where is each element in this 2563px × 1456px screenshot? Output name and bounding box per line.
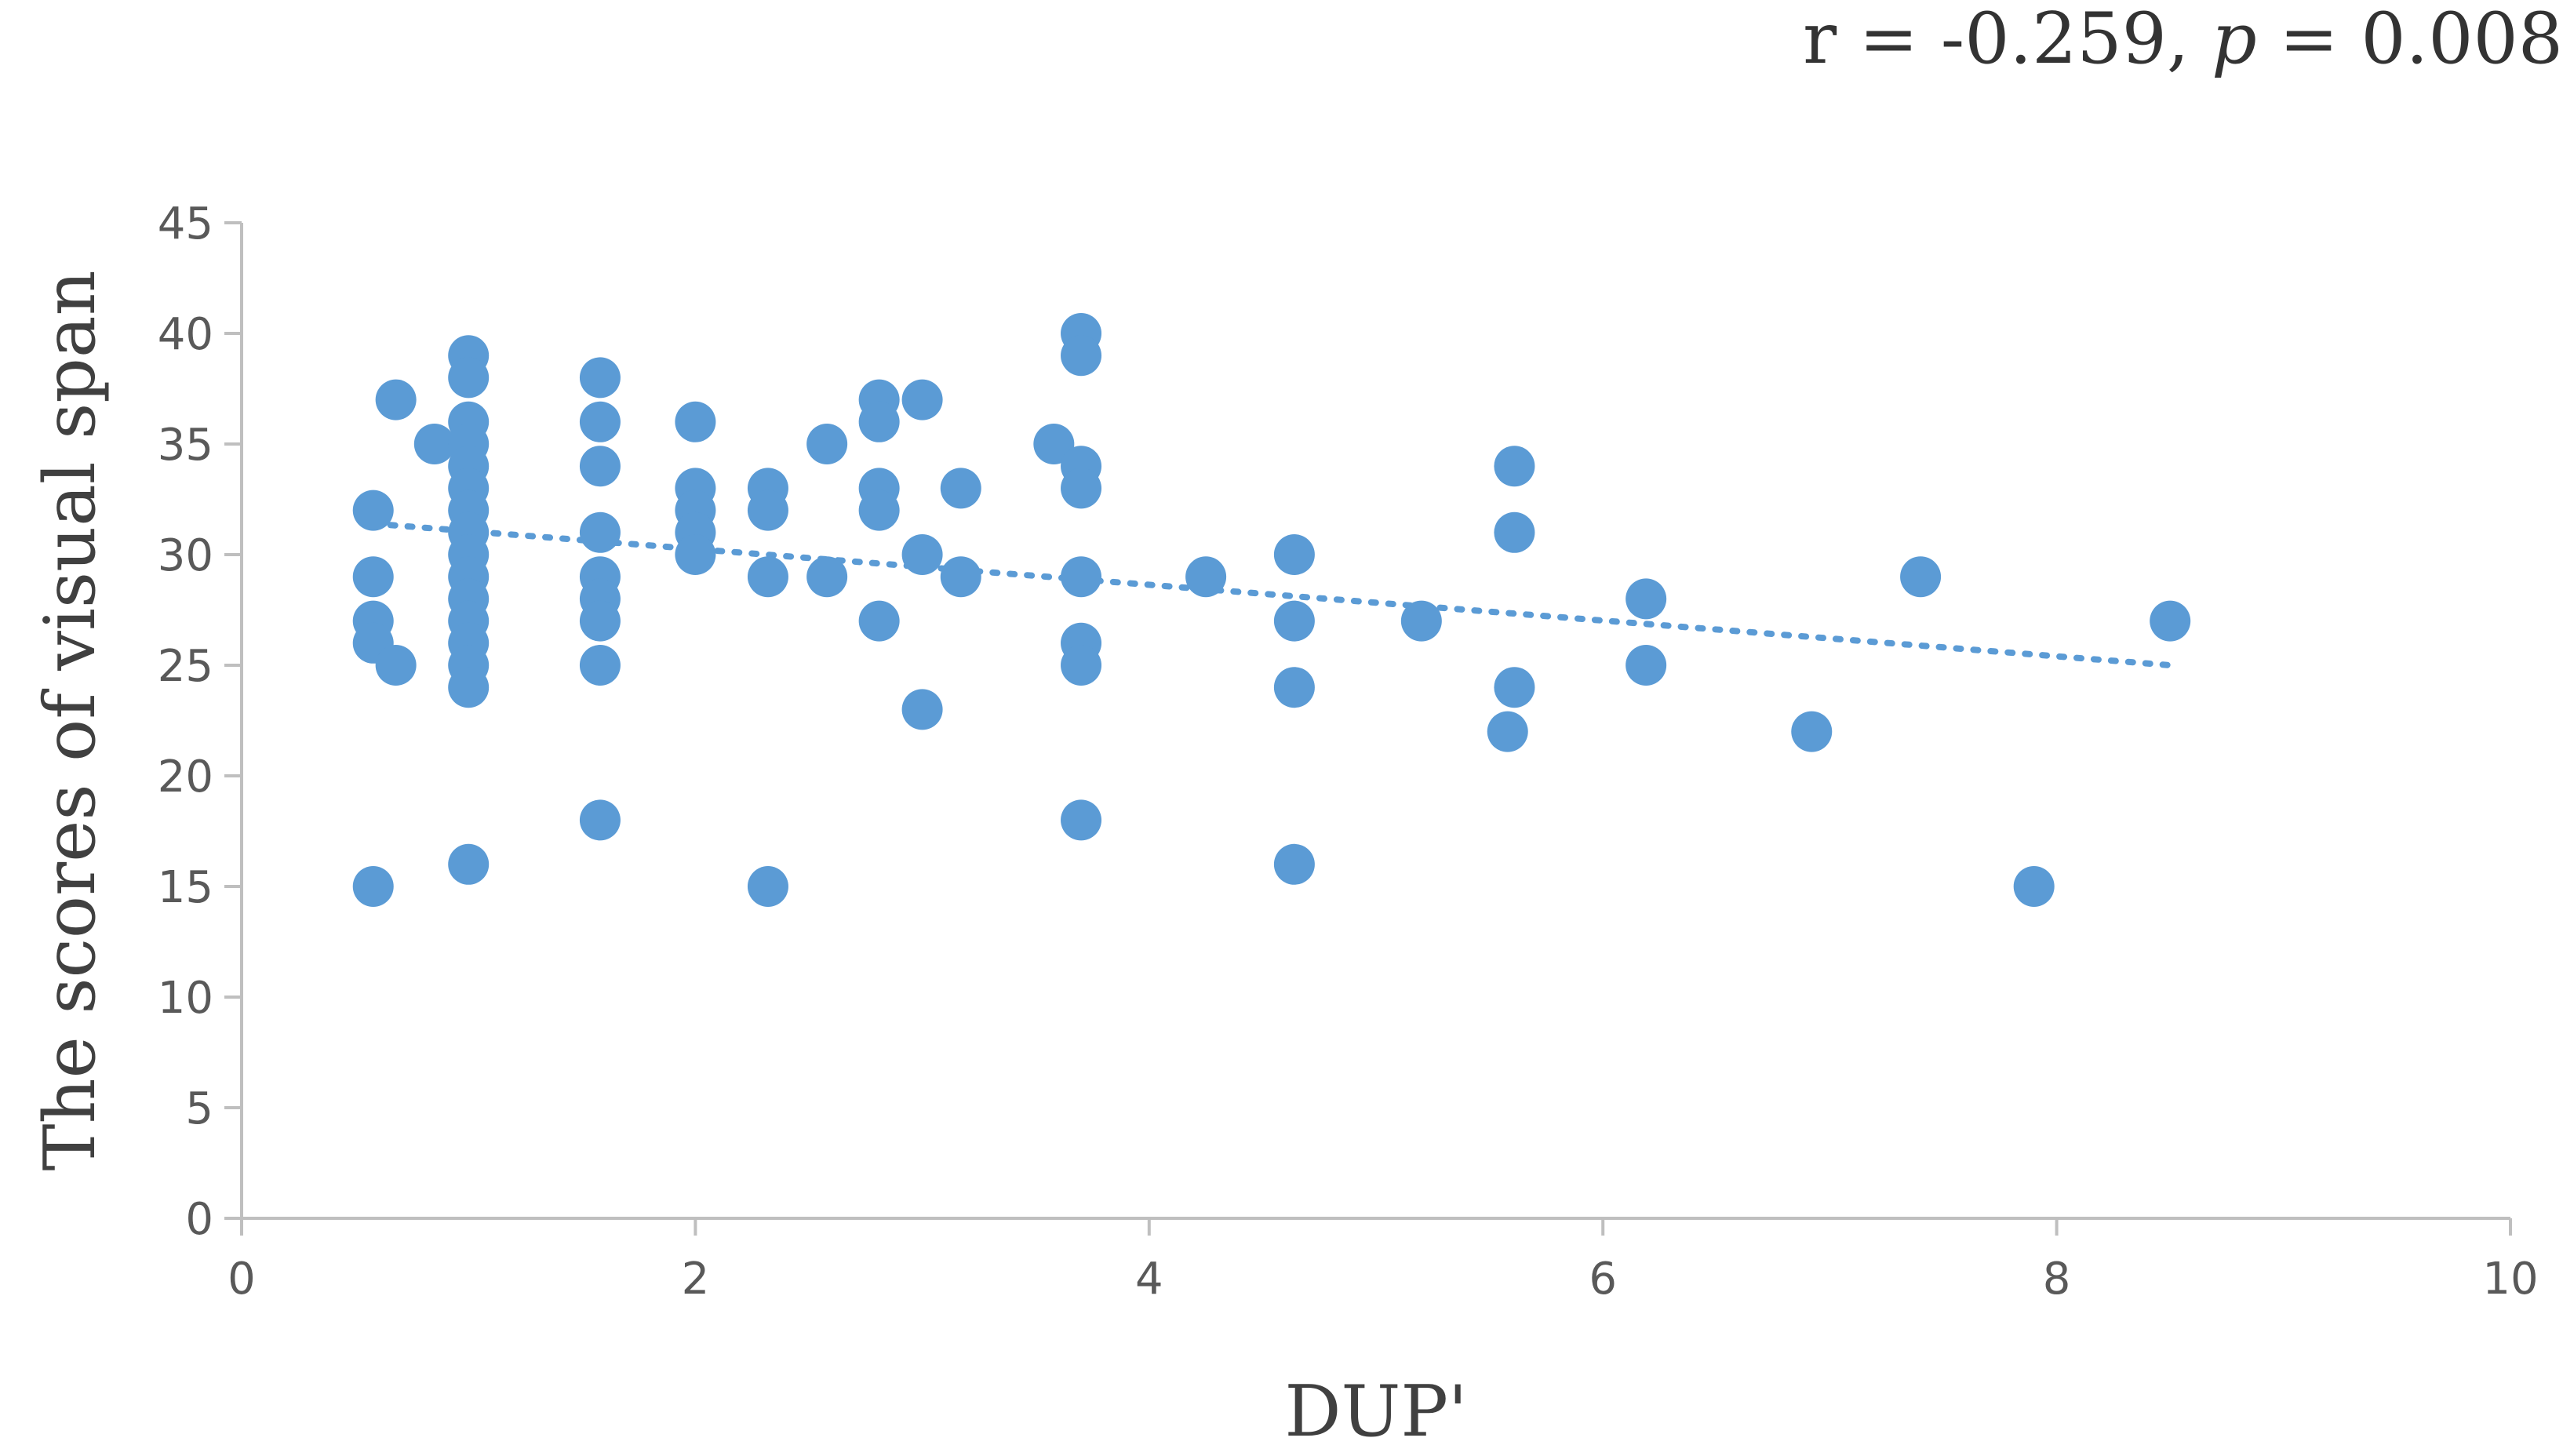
data-point [901, 534, 943, 575]
data-point [375, 645, 417, 686]
data-point [579, 357, 621, 399]
data-point [858, 401, 900, 442]
data-point [352, 556, 394, 598]
data-point [858, 600, 900, 642]
data-point [1626, 645, 1667, 686]
trendline [370, 520, 2174, 668]
data-point [1273, 600, 1315, 642]
data-point [2013, 866, 2055, 907]
data-point [1791, 711, 1833, 752]
axes [240, 223, 2510, 1220]
data-point [1061, 556, 1102, 598]
data-point [1033, 424, 1075, 464]
data-point [1273, 843, 1315, 885]
correlation-annotation: r = -0.259, p = 0.008 [1622, 0, 2563, 78]
data-point [1061, 468, 1102, 509]
x-tick-label: 0 [228, 1254, 256, 1305]
data-point [675, 534, 716, 575]
data-point [747, 866, 788, 907]
data-point [1061, 799, 1102, 841]
data-point [747, 490, 788, 531]
data-point [1273, 667, 1315, 708]
y-tick-label: 30 [158, 530, 213, 581]
data-point [806, 424, 848, 464]
data-point [1494, 511, 1535, 553]
y-tick-label: 40 [158, 309, 213, 360]
data-point [448, 843, 490, 885]
data-point [448, 357, 490, 399]
data-point [1900, 556, 1942, 598]
data-point [747, 556, 788, 598]
data-point [375, 379, 417, 420]
y-axis-title: The scores of visual span [29, 270, 111, 1170]
data-point [901, 379, 943, 420]
data-point [352, 866, 394, 907]
data-points [352, 313, 2191, 907]
y-axis-ticks: 0 5 10 15 20 25 30 35 40 45 [158, 198, 242, 1245]
data-point [413, 424, 455, 464]
data-point [1061, 645, 1102, 686]
data-point [940, 468, 981, 509]
p-symbol: p [2212, 0, 2257, 80]
data-point [1185, 556, 1227, 598]
x-axis-ticks: 0 2 4 6 8 10 [228, 1218, 2539, 1305]
data-point [579, 401, 621, 442]
r-statistic: r = -0.259, [1803, 0, 2212, 80]
data-point [1487, 711, 1528, 752]
y-tick-label: 0 [185, 1194, 213, 1245]
y-tick-label: 10 [158, 973, 213, 1024]
x-tick-label: 2 [682, 1254, 710, 1305]
y-tick-label: 45 [158, 198, 213, 249]
data-point [1494, 667, 1535, 708]
data-point [579, 799, 621, 841]
y-tick-label: 35 [158, 420, 213, 471]
data-point [1400, 600, 1442, 642]
data-point [579, 600, 621, 642]
x-tick-label: 4 [1135, 1254, 1163, 1305]
data-point [1494, 446, 1535, 487]
data-point [1626, 578, 1667, 620]
data-point [806, 556, 848, 598]
x-axis-title: DUP' [1284, 1370, 1467, 1453]
x-tick-label: 8 [2043, 1254, 2071, 1305]
data-point [1273, 534, 1315, 575]
data-point [579, 511, 621, 553]
data-point [901, 689, 943, 730]
y-tick-label: 5 [185, 1083, 213, 1134]
y-tick-label: 25 [158, 641, 213, 692]
data-point [2150, 600, 2191, 642]
data-point [352, 490, 394, 531]
data-point [940, 556, 981, 598]
y-tick-label: 20 [158, 752, 213, 803]
x-tick-label: 6 [1589, 1254, 1617, 1305]
y-tick-label: 15 [158, 862, 213, 913]
data-point [675, 401, 716, 442]
data-point [448, 667, 490, 708]
data-point [1061, 335, 1102, 377]
data-point [858, 490, 900, 531]
x-tick-label: 10 [2482, 1254, 2538, 1305]
data-point [579, 446, 621, 487]
p-value: = 0.008 [2256, 0, 2563, 80]
data-point [579, 645, 621, 686]
